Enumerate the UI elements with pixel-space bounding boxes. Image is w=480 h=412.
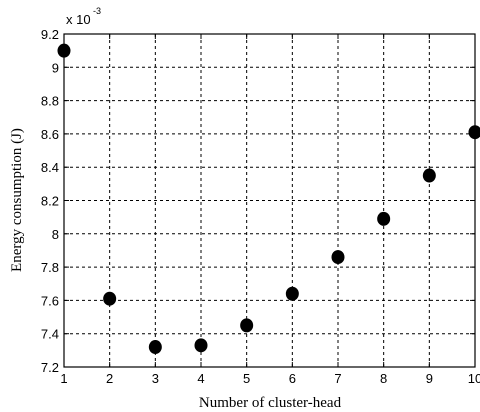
data-point	[194, 338, 208, 353]
y-multiplier-base: x 10	[66, 12, 91, 27]
data-points	[57, 43, 480, 355]
data-point	[285, 286, 299, 301]
y-multiplier-exponent: -3	[93, 6, 101, 16]
data-point	[148, 340, 162, 355]
y-tick-label: 9	[52, 60, 59, 75]
x-tick-label: 10	[468, 371, 480, 386]
data-point	[240, 318, 254, 333]
axis-ticks	[63, 33, 476, 368]
data-point	[331, 250, 345, 265]
grid	[64, 34, 475, 367]
data-point	[422, 168, 436, 183]
y-tick-labels: 7.2 7.4 7.6 7.8 8 8.2 8.4 8.6 8.8 9 9.2	[41, 27, 59, 375]
x-tick-labels: 1 2 3 4 5 6 7 8 9 10	[60, 371, 480, 386]
y-tick-label: 7.6	[41, 293, 59, 308]
x-tick-label: 3	[152, 371, 159, 386]
y-tick-label: 8.4	[41, 160, 59, 175]
x-tick-label: 1	[60, 371, 67, 386]
data-point	[468, 125, 480, 140]
y-tick-label: 8.2	[41, 194, 59, 209]
y-tick-label: 7.4	[41, 327, 59, 342]
data-point	[57, 43, 71, 58]
x-tick-label: 4	[197, 371, 204, 386]
y-tick-label: 8	[52, 227, 59, 242]
x-tick-label: 7	[334, 371, 341, 386]
x-tick-label: 8	[380, 371, 387, 386]
y-tick-label: 7.2	[41, 360, 59, 375]
data-point	[103, 291, 117, 306]
y-tick-label: 7.8	[41, 260, 59, 275]
data-point	[377, 211, 391, 226]
x-tick-label: 5	[243, 371, 250, 386]
y-axis-title: Energy consumption (J)	[9, 128, 25, 272]
y-tick-label: 9.2	[41, 27, 59, 42]
x-tick-label: 6	[289, 371, 296, 386]
x-tick-label: 9	[426, 371, 433, 386]
x-axis-title: Number of cluster-head	[199, 395, 342, 411]
y-tick-label: 8.6	[41, 127, 59, 142]
plot-frame	[63, 33, 476, 368]
x-tick-label: 2	[106, 371, 113, 386]
y-tick-label: 8.8	[41, 94, 59, 109]
